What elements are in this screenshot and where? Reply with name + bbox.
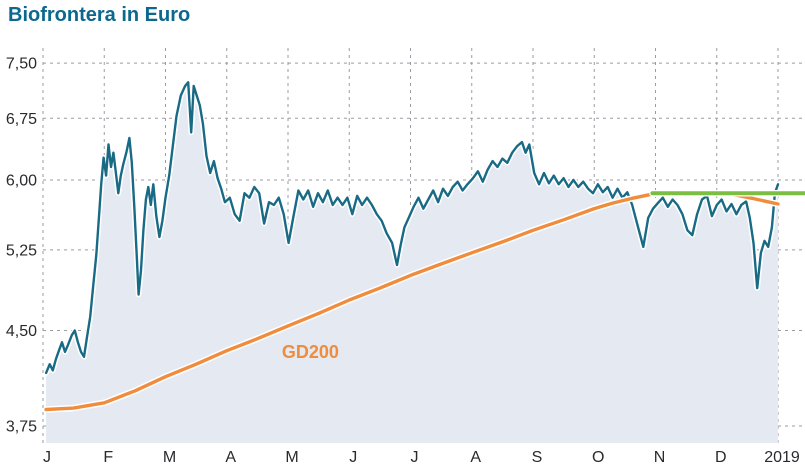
- x-tick-label: N: [654, 449, 666, 466]
- y-tick-label: 5,25: [6, 242, 37, 259]
- x-tick-label: D: [715, 449, 727, 466]
- price-area-fill: [46, 82, 779, 444]
- x-tick-label: J: [349, 449, 357, 466]
- y-axis-labels: 7,50 6,75 6,00 5,25 4,50 3,75: [6, 56, 37, 436]
- x-tick-label: 2019: [764, 449, 800, 466]
- x-tick-label: J: [411, 449, 419, 466]
- x-tick-label: S: [532, 449, 543, 466]
- x-tick-label: M: [163, 449, 176, 466]
- price-line-path: [44, 81, 780, 375]
- price-area: [46, 82, 779, 444]
- x-tick-label: J: [43, 449, 51, 466]
- gd200-label: GD200: [282, 342, 339, 362]
- x-axis-labels: J F M A M J J A S O N D 2019: [43, 449, 800, 466]
- price-line: [43, 79, 781, 376]
- gd200-label-text: GD200: [282, 342, 339, 362]
- chart-title: Biofrontera in Euro: [8, 4, 191, 26]
- y-tick-label: 4,50: [6, 323, 37, 340]
- y-tick-label: 6,00: [6, 172, 37, 189]
- y-tick-label: 6,75: [6, 111, 37, 128]
- x-tick-label: M: [285, 449, 298, 466]
- x-tick-label: F: [103, 449, 113, 466]
- y-tick-label: 3,75: [6, 418, 37, 435]
- x-tick-label: A: [225, 449, 236, 466]
- x-tick-label: O: [592, 449, 604, 466]
- x-tick-label: A: [470, 449, 481, 466]
- y-tick-label: 7,50: [6, 56, 37, 73]
